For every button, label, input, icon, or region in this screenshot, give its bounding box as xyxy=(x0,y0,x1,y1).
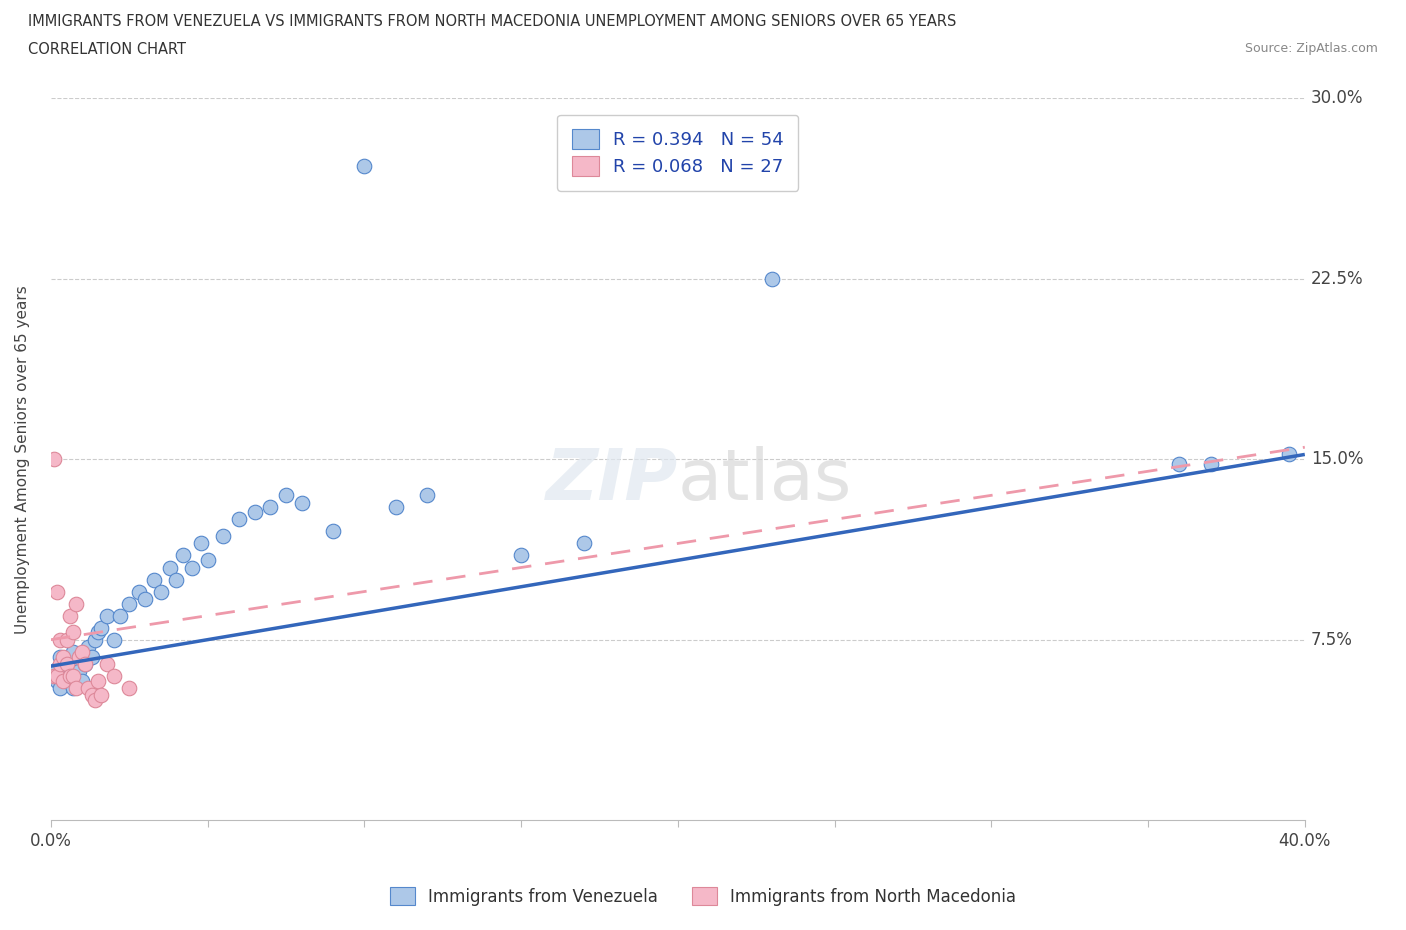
Point xyxy=(118,596,141,611)
Point xyxy=(83,692,105,707)
Point xyxy=(62,644,84,659)
Point xyxy=(291,495,314,510)
Point xyxy=(59,669,82,684)
Point xyxy=(322,524,344,538)
Point xyxy=(259,500,281,515)
Point xyxy=(49,632,72,647)
Point xyxy=(77,640,100,655)
Point xyxy=(172,548,194,563)
Point xyxy=(212,529,235,544)
Point xyxy=(55,657,77,671)
Point xyxy=(55,657,77,671)
Point xyxy=(65,596,87,611)
Point xyxy=(46,669,69,684)
Point xyxy=(67,663,90,678)
Point xyxy=(384,500,406,515)
Point xyxy=(353,158,375,173)
Text: atlas: atlas xyxy=(678,446,852,515)
Point xyxy=(159,560,181,575)
Point xyxy=(65,657,87,671)
Point xyxy=(52,669,75,684)
Point xyxy=(52,649,75,664)
Point xyxy=(103,669,125,684)
Point xyxy=(62,681,84,696)
Point xyxy=(190,536,212,551)
Point xyxy=(274,488,297,503)
Point xyxy=(42,669,65,684)
Point xyxy=(180,560,202,575)
Point xyxy=(65,681,87,696)
Point xyxy=(83,632,105,647)
Point xyxy=(228,512,250,526)
Point xyxy=(70,644,93,659)
Point xyxy=(118,681,141,696)
Point xyxy=(42,669,65,684)
Text: 22.5%: 22.5% xyxy=(1310,270,1364,287)
Point xyxy=(59,608,82,623)
Point xyxy=(103,632,125,647)
Point xyxy=(80,649,103,664)
Text: ZIP: ZIP xyxy=(546,446,678,515)
Legend: R = 0.394   N = 54, R = 0.068   N = 27: R = 0.394 N = 54, R = 0.068 N = 27 xyxy=(557,114,799,191)
Point xyxy=(62,625,84,640)
Point xyxy=(572,536,595,551)
Point xyxy=(1168,457,1191,472)
Point xyxy=(55,673,77,688)
Point xyxy=(59,669,82,684)
Y-axis label: Unemployment Among Seniors over 65 years: Unemployment Among Seniors over 65 years xyxy=(15,285,30,633)
Point xyxy=(87,625,110,640)
Point xyxy=(416,488,439,503)
Point xyxy=(87,673,110,688)
Point xyxy=(49,649,72,664)
Point xyxy=(108,608,131,623)
Point xyxy=(46,584,69,599)
Point xyxy=(96,608,118,623)
Point xyxy=(49,681,72,696)
Point xyxy=(52,663,75,678)
Point xyxy=(90,620,112,635)
Point xyxy=(149,584,172,599)
Point xyxy=(75,657,97,671)
Point xyxy=(55,632,77,647)
Point xyxy=(80,687,103,702)
Text: 30.0%: 30.0% xyxy=(1310,89,1364,107)
Point xyxy=(143,572,166,587)
Point xyxy=(128,584,150,599)
Text: IMMIGRANTS FROM VENEZUELA VS IMMIGRANTS FROM NORTH MACEDONIA UNEMPLOYMENT AMONG : IMMIGRANTS FROM VENEZUELA VS IMMIGRANTS … xyxy=(28,14,956,29)
Point xyxy=(67,649,90,664)
Point xyxy=(761,272,783,286)
Point xyxy=(62,669,84,684)
Point xyxy=(90,687,112,702)
Point xyxy=(75,657,97,671)
Point xyxy=(70,673,93,688)
Point xyxy=(42,452,65,467)
Text: CORRELATION CHART: CORRELATION CHART xyxy=(28,42,186,57)
Point xyxy=(1199,457,1222,472)
Text: 7.5%: 7.5% xyxy=(1310,631,1353,648)
Point xyxy=(510,548,533,563)
Point xyxy=(65,669,87,684)
Point xyxy=(243,505,266,520)
Point xyxy=(46,661,69,676)
Point xyxy=(134,591,156,606)
Point xyxy=(1278,447,1301,462)
Point xyxy=(96,657,118,671)
Text: Source: ZipAtlas.com: Source: ZipAtlas.com xyxy=(1244,42,1378,55)
Text: 15.0%: 15.0% xyxy=(1310,450,1364,468)
Point xyxy=(59,649,82,664)
Point xyxy=(49,657,72,671)
Point xyxy=(165,572,187,587)
Point xyxy=(197,552,219,567)
Point xyxy=(46,673,69,688)
Point xyxy=(77,681,100,696)
Legend: Immigrants from Venezuela, Immigrants from North Macedonia: Immigrants from Venezuela, Immigrants fr… xyxy=(384,881,1022,912)
Point xyxy=(52,673,75,688)
Point xyxy=(70,649,93,664)
